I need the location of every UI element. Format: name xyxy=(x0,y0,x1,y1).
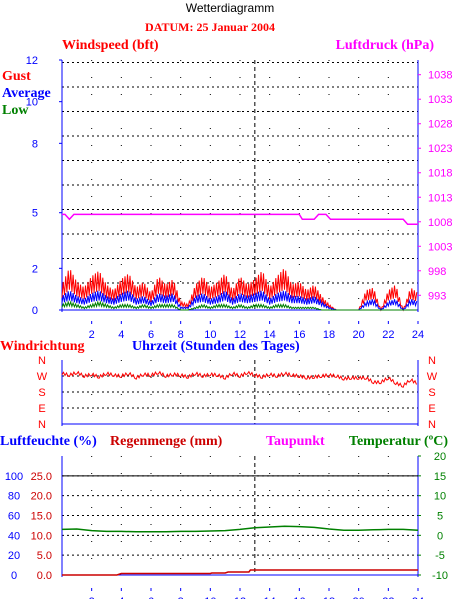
y-tick-label: S xyxy=(38,387,45,399)
temp-tick-label: 10 xyxy=(434,491,446,503)
legend-average: Average xyxy=(2,86,51,101)
y2-tick-label: 998 xyxy=(428,266,446,278)
wind-pressure-panel: 2 4 6 8 10 12 14 16 18 20 22 2402581012993998100310… xyxy=(26,55,453,341)
humidity-tick-label: 80 xyxy=(8,491,20,503)
luftfeuchte-label: Luftfeuchte (%) xyxy=(0,434,97,449)
chart-date: DATUM: 25 Januar 2004 xyxy=(145,20,275,34)
y2-tick-label: N xyxy=(428,419,436,431)
y-tick-label: 12 xyxy=(26,55,38,67)
x-tick-label: 18 xyxy=(323,329,335,341)
temp-tick-label: -10 xyxy=(432,570,448,582)
x-tick-label: 18 xyxy=(323,596,335,599)
y2-tick-label: 1023 xyxy=(428,143,452,155)
y2-tick-label: 993 xyxy=(428,290,446,302)
plot-area xyxy=(62,60,418,310)
series-windrichtung xyxy=(61,370,417,388)
x-tick-label: 20 xyxy=(353,596,365,599)
y2-tick-label: S xyxy=(428,387,435,399)
temp-tick-label: 15 xyxy=(434,471,446,483)
humidity-tick-label: 20 xyxy=(8,550,20,562)
y-tick-label: N xyxy=(38,419,46,431)
x-tick-label: 22 xyxy=(382,329,394,341)
wind-direction-panel: N NW WS SE EN N xyxy=(37,355,438,431)
y2-tick-label: 1028 xyxy=(428,119,452,131)
plot-area xyxy=(62,360,418,424)
temperatur-label: Temperatur (ºC) xyxy=(349,434,448,449)
legend-gust: Gust xyxy=(2,69,31,84)
y2-tick-label: 1003 xyxy=(428,241,452,253)
y-tick-label: 10 xyxy=(26,97,38,109)
y2-tick-label: 1013 xyxy=(428,192,452,204)
humidity-tick-label: 100 xyxy=(5,471,23,483)
rain-tick-label: 5.0 xyxy=(37,550,52,562)
x-tick-label: 12 xyxy=(234,329,246,341)
y2-tick-label: W xyxy=(427,371,438,383)
rain-tick-label: 0.0 xyxy=(37,570,52,582)
x-tick-label: 16 xyxy=(293,329,305,341)
windspeed-label: Windspeed (bft) xyxy=(62,38,159,53)
windrichtung-label: Windrichtung xyxy=(0,339,85,354)
taupunkt-label: Taupunkt xyxy=(266,434,325,449)
series-low xyxy=(61,300,417,311)
chart-title: Wetterdiagramm xyxy=(186,1,274,15)
y-tick-label: N xyxy=(38,355,46,367)
temp-tick-label: 0 xyxy=(437,530,443,542)
rain-tick-label: 20.0 xyxy=(31,491,52,503)
regenmenge-label: Regenmenge (mm) xyxy=(110,434,223,449)
x-tick-label: 4 xyxy=(118,329,124,341)
x-tick-label: 6 xyxy=(148,329,154,341)
x-tick-label: 14 xyxy=(264,329,276,341)
x-tick-label: 24 xyxy=(412,596,424,599)
y-tick-label: 5 xyxy=(32,208,38,220)
humidity-tick-label: 60 xyxy=(8,511,20,523)
humidity-tick-label: 0 xyxy=(11,570,17,582)
y2-tick-label: N xyxy=(428,355,436,367)
humidity-tick-label: 40 xyxy=(8,530,20,542)
uhrzeit-label: Uhrzeit (Stunden des Tages) xyxy=(132,339,300,354)
x-tick-label: 8 xyxy=(178,329,184,341)
temp-tick-label: 20 xyxy=(434,451,446,463)
y-tick-label: E xyxy=(38,403,45,415)
x-tick-label: 8 xyxy=(178,596,184,599)
temp-tick-label: -5 xyxy=(435,550,445,562)
x-tick-label: 4 xyxy=(118,596,124,599)
rain-tick-label: 25.0 xyxy=(31,471,52,483)
series-regenmenge xyxy=(62,569,418,576)
humidity-rain-temp-panel: 2468101214161820222400.0205.04010.06015.… xyxy=(5,451,448,599)
x-tick-label: 6 xyxy=(148,596,154,599)
x-tick-label: 10 xyxy=(204,596,216,599)
x-tick-label: 24 xyxy=(412,329,424,341)
y2-tick-label: 1033 xyxy=(428,94,452,106)
x-tick-label: 2 xyxy=(89,329,95,341)
y2-tick-label: E xyxy=(428,403,435,415)
x-tick-label: 10 xyxy=(204,329,216,341)
series-luftdruck xyxy=(62,213,418,225)
rain-tick-label: 10.0 xyxy=(31,530,52,542)
y-tick-label: 0 xyxy=(32,305,38,317)
temp-tick-label: 5 xyxy=(437,511,443,523)
y2-tick-label: 1038 xyxy=(428,70,452,82)
y-tick-label: 8 xyxy=(32,138,38,150)
x-tick-label: 12 xyxy=(234,596,246,599)
series-temperatur xyxy=(61,525,419,533)
y2-tick-label: 1008 xyxy=(428,217,452,229)
x-tick-label: 14 xyxy=(264,596,276,599)
x-tick-label: 2 xyxy=(89,596,95,599)
x-tick-label: 20 xyxy=(353,329,365,341)
x-tick-label: 22 xyxy=(382,596,394,599)
luftdruck-label: Luftdruck (hPa) xyxy=(336,38,435,53)
y2-tick-label: 1018 xyxy=(428,168,452,180)
y-tick-label: 2 xyxy=(32,263,38,275)
legend-low: Low xyxy=(2,103,29,118)
x-tick-label: 16 xyxy=(293,596,305,599)
y-tick-label: W xyxy=(37,371,48,383)
rain-tick-label: 15.0 xyxy=(31,511,52,523)
